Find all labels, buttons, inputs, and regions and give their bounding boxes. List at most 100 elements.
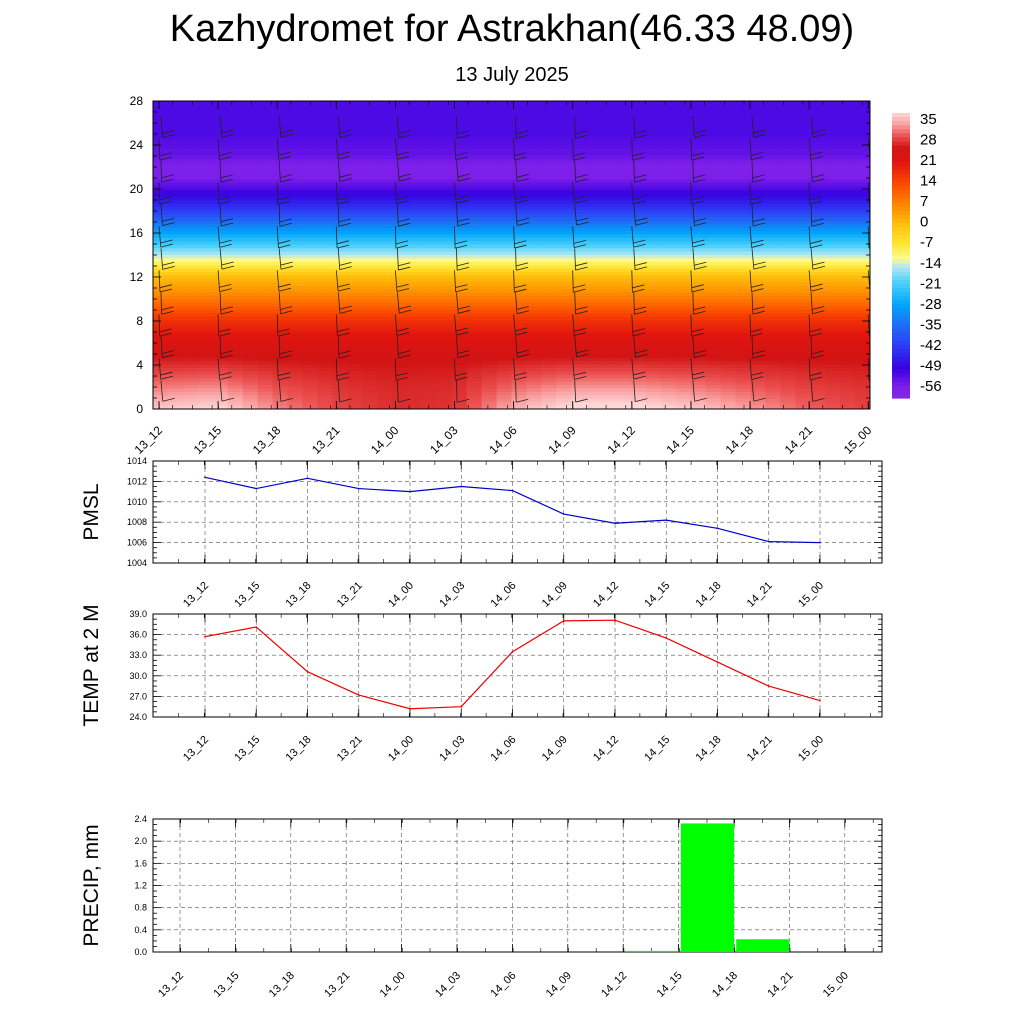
section-cell bbox=[302, 189, 318, 194]
section-cell bbox=[645, 282, 662, 287]
section-cell bbox=[317, 237, 333, 242]
section-cell bbox=[825, 220, 841, 225]
section-cell bbox=[317, 145, 333, 150]
section-cell bbox=[825, 316, 841, 321]
section-cell bbox=[496, 241, 513, 246]
section-cell bbox=[436, 148, 453, 153]
section-cell bbox=[212, 200, 229, 205]
section-cell bbox=[586, 306, 602, 311]
section-cell bbox=[347, 313, 363, 318]
section-cell bbox=[182, 316, 199, 321]
section-cell bbox=[705, 138, 722, 143]
section-cell bbox=[526, 330, 542, 335]
section-cell bbox=[810, 354, 826, 359]
section-cell bbox=[586, 159, 602, 164]
x-tick-label: 13_15 bbox=[211, 970, 241, 1000]
section-cell bbox=[616, 265, 632, 270]
wind-barb bbox=[692, 116, 707, 138]
section-cell bbox=[197, 320, 214, 325]
section-cell bbox=[167, 183, 184, 188]
section-cell bbox=[586, 268, 602, 273]
section-cell bbox=[541, 227, 557, 232]
section-cell bbox=[810, 275, 826, 280]
section-cell bbox=[616, 237, 632, 242]
section-cell bbox=[825, 186, 841, 191]
section-cell bbox=[421, 203, 438, 208]
section-cell bbox=[317, 285, 333, 290]
section-cell bbox=[466, 172, 483, 177]
section-cell bbox=[436, 155, 453, 160]
section-cell bbox=[631, 159, 647, 164]
section-cell bbox=[631, 131, 647, 136]
section-cell bbox=[795, 285, 811, 290]
section-cell bbox=[332, 148, 348, 153]
section-cell bbox=[302, 145, 318, 150]
section-cell bbox=[392, 395, 408, 400]
section-cell bbox=[795, 200, 811, 205]
section-cell bbox=[675, 169, 692, 174]
colorbar-swatch bbox=[892, 202, 910, 208]
section-cell bbox=[377, 323, 393, 328]
section-cell bbox=[825, 405, 841, 409]
section-cell bbox=[631, 104, 647, 109]
section-cell bbox=[855, 323, 870, 328]
section-cell bbox=[406, 302, 423, 307]
section-cell bbox=[660, 193, 677, 198]
section-cell bbox=[167, 251, 184, 256]
section-cell bbox=[840, 347, 856, 352]
section-cell bbox=[616, 275, 632, 280]
section-cell bbox=[840, 302, 856, 307]
section-cell bbox=[765, 282, 781, 287]
section-cell bbox=[526, 135, 542, 140]
section-cell bbox=[287, 261, 303, 266]
section-cell bbox=[675, 289, 692, 294]
section-cell bbox=[257, 179, 274, 184]
section-cell bbox=[780, 364, 796, 369]
section-cell bbox=[690, 169, 707, 174]
section-cell bbox=[481, 145, 498, 150]
section-cell bbox=[571, 114, 587, 119]
section-cell bbox=[317, 282, 333, 287]
section-cell bbox=[406, 131, 423, 136]
data-point bbox=[716, 661, 719, 663]
chart-title: Kazhydromet for Astrakhan(46.33 48.09) bbox=[169, 8, 855, 50]
section-cell bbox=[750, 248, 767, 253]
section-cell bbox=[197, 183, 214, 188]
section-cell bbox=[481, 210, 498, 215]
section-cell bbox=[645, 361, 662, 366]
section-cell bbox=[466, 361, 483, 366]
section-cell bbox=[511, 176, 528, 181]
section-cell bbox=[780, 309, 796, 314]
section-cell bbox=[526, 131, 542, 136]
section-cell bbox=[242, 357, 259, 362]
section-cell bbox=[167, 244, 184, 249]
section-cell bbox=[541, 367, 557, 372]
section-cell bbox=[526, 265, 542, 270]
section-cell bbox=[526, 179, 542, 184]
section-cell bbox=[735, 200, 752, 205]
panel-frame bbox=[152, 613, 883, 718]
section-cell bbox=[541, 272, 557, 277]
section-cell bbox=[750, 176, 767, 181]
section-cell bbox=[153, 166, 169, 171]
section-cell bbox=[242, 241, 259, 246]
section-cell bbox=[765, 261, 781, 266]
section-cell bbox=[705, 268, 722, 273]
section-cell bbox=[332, 128, 348, 133]
section-cell bbox=[511, 323, 528, 328]
section-cell bbox=[660, 275, 677, 280]
section-cell bbox=[675, 251, 692, 256]
section-cell bbox=[287, 213, 303, 218]
section-cell bbox=[795, 135, 811, 140]
section-cell bbox=[780, 118, 796, 123]
section-cell bbox=[660, 148, 677, 153]
section-cell bbox=[362, 378, 378, 383]
section-cell bbox=[660, 207, 677, 212]
wind-barb bbox=[456, 116, 470, 139]
section-cell bbox=[406, 299, 423, 304]
section-cell bbox=[855, 111, 870, 116]
section-cell bbox=[227, 224, 244, 229]
section-cell bbox=[362, 347, 378, 352]
section-cell bbox=[571, 275, 587, 280]
section-cell bbox=[780, 101, 796, 106]
